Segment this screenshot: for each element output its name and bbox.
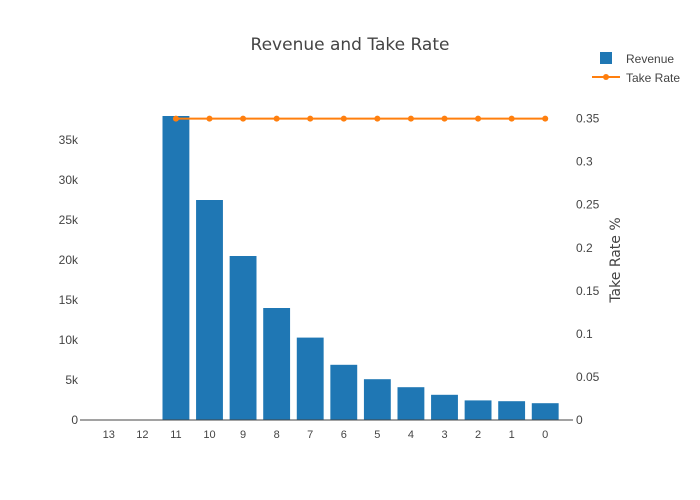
x-tick-label: 8 xyxy=(274,429,280,441)
x-tick-label: 3 xyxy=(441,429,447,441)
revenue-bar xyxy=(464,400,492,420)
right-y-axis: 0 0.05 0.1 0.15 0.2 0.25 0.3 0.35 xyxy=(576,112,600,427)
left-tick-label: 15k xyxy=(59,293,79,307)
revenue-bar xyxy=(296,337,324,420)
take-rate-point xyxy=(340,115,347,122)
x-tick-label: 9 xyxy=(240,429,246,441)
left-tick-label: 10k xyxy=(59,333,79,347)
revenue-bar xyxy=(162,116,190,420)
x-tick-label: 4 xyxy=(408,429,414,441)
take-rate-point xyxy=(240,115,247,122)
x-tick-label: 12 xyxy=(136,429,148,441)
x-tick-label: 7 xyxy=(307,429,313,441)
legend-revenue-label: Revenue xyxy=(626,52,674,66)
left-y-axis: 0 5k 10k 15k 20k 25k 30k 35k xyxy=(59,133,79,427)
left-tick-label: 25k xyxy=(59,213,79,227)
legend-take-rate-marker xyxy=(603,74,609,80)
right-tick-label: 0.1 xyxy=(576,327,593,341)
take-rate-line xyxy=(172,115,549,122)
x-tick-label: 10 xyxy=(203,429,215,441)
revenue-bar xyxy=(397,387,425,420)
left-tick-label: 35k xyxy=(59,133,79,147)
take-rate-point xyxy=(273,115,280,122)
take-rate-point xyxy=(172,115,179,122)
revenue-bars xyxy=(162,116,559,420)
x-tick-label: 11 xyxy=(170,429,181,441)
revenue-bar xyxy=(531,403,559,420)
right-tick-label: 0.15 xyxy=(576,284,600,298)
legend-revenue-swatch xyxy=(600,52,612,64)
take-rate-point xyxy=(441,115,448,122)
x-tick-label: 1 xyxy=(509,429,515,441)
take-rate-point xyxy=(407,115,414,122)
take-rate-point xyxy=(542,115,549,122)
left-tick-label: 30k xyxy=(59,173,79,187)
x-tick-label: 6 xyxy=(341,429,347,441)
right-axis-title: Take Rate % xyxy=(608,217,624,303)
revenue-bar xyxy=(330,364,358,420)
right-tick-label: 0.25 xyxy=(576,198,600,212)
right-tick-label: 0.05 xyxy=(576,370,600,384)
take-rate-point xyxy=(307,115,314,122)
legend-take-rate-label: Take Rate xyxy=(626,71,680,85)
right-tick-label: 0.3 xyxy=(576,155,593,169)
chart-title: Revenue and Take Rate xyxy=(251,35,450,55)
revenue-bar xyxy=(196,200,223,420)
revenue-bar xyxy=(498,401,526,420)
right-tick-label: 0.35 xyxy=(576,112,600,126)
left-tick-label: 0 xyxy=(71,413,78,427)
take-rate-point xyxy=(475,115,482,122)
x-tick-label: 5 xyxy=(374,429,380,441)
take-rate-point xyxy=(508,115,515,122)
revenue-bar xyxy=(229,256,257,420)
x-tick-label: 2 xyxy=(475,429,481,441)
x-tick-label: 13 xyxy=(103,429,115,441)
revenue-bar xyxy=(363,379,391,420)
revenue-bar xyxy=(431,394,458,420)
right-tick-label: 0 xyxy=(576,413,583,427)
revenue-bar xyxy=(263,308,291,420)
left-tick-label: 5k xyxy=(65,373,79,387)
x-tick-label: 0 xyxy=(542,429,548,441)
legend: Revenue Take Rate xyxy=(592,52,680,85)
x-axis: 13 12 11 10 9 8 7 6 5 4 3 2 1 0 xyxy=(103,429,549,441)
take-rate-point xyxy=(374,115,381,122)
take-rate-point xyxy=(206,115,213,122)
left-tick-label: 20k xyxy=(59,253,79,267)
right-tick-label: 0.2 xyxy=(576,241,593,255)
